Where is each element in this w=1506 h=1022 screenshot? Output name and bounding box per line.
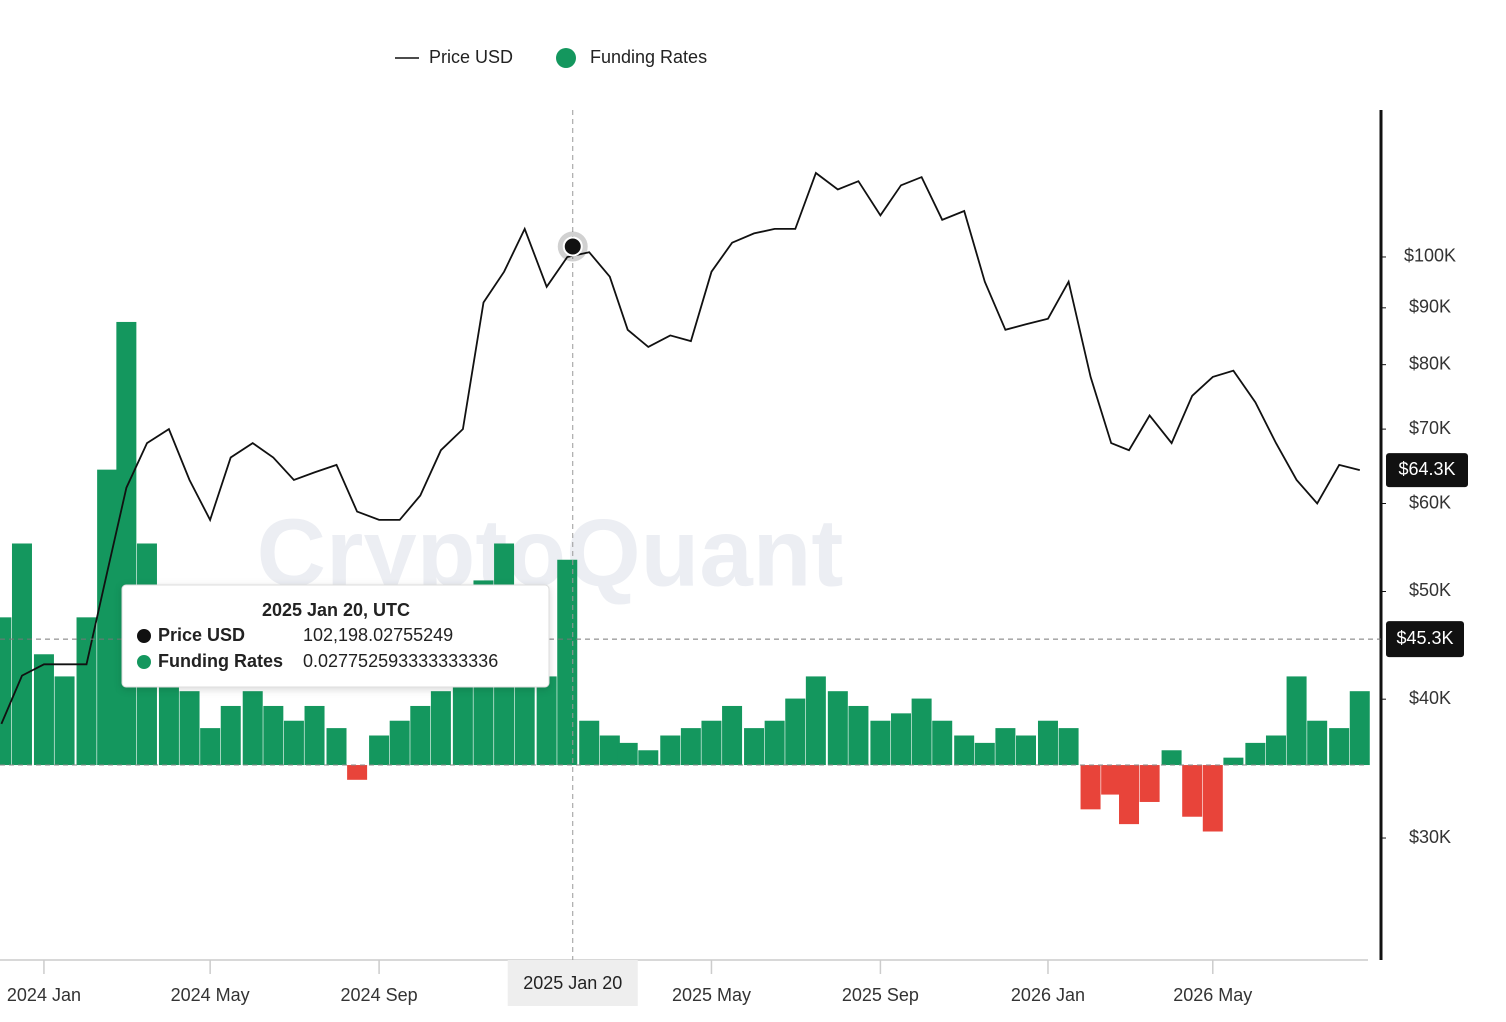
hover-dot	[562, 236, 583, 257]
tooltip-name: Price USD	[158, 625, 245, 645]
funding-bar	[283, 720, 304, 766]
funding-bar	[617, 742, 638, 766]
funding-bar	[263, 705, 284, 766]
funding-bar	[11, 543, 32, 766]
funding-bar	[891, 713, 912, 766]
y-tick-label: $30K	[1409, 827, 1451, 847]
tooltip-dot	[137, 655, 151, 669]
y-tick-label: $60K	[1409, 492, 1451, 512]
funding-bar	[911, 698, 932, 766]
x-tick-label: 2024 Jan	[7, 985, 81, 1005]
last-price-badge	[1386, 453, 1468, 488]
funding-bar	[974, 742, 995, 766]
funding-bar	[954, 735, 975, 766]
legend-label: Price USD	[429, 47, 513, 67]
funding-bar	[220, 705, 241, 766]
funding-bar	[1182, 765, 1203, 817]
tooltip-name: Funding Rates	[158, 651, 283, 671]
funding-bar	[805, 676, 826, 766]
funding-bar	[557, 559, 578, 766]
funding-bar	[785, 698, 806, 766]
crosshair-y-badge	[1386, 621, 1464, 658]
funding-bar	[0, 617, 12, 766]
y-tick-label: $100K	[1404, 246, 1456, 266]
funding-bar	[1265, 735, 1286, 766]
x-tick-label: 2024 Sep	[341, 985, 418, 1005]
funding-bar	[1139, 765, 1160, 802]
crosshair-x-badge	[507, 960, 638, 1006]
funding-bar	[347, 765, 368, 780]
tooltip-box	[121, 584, 550, 688]
funding-bar	[1119, 765, 1140, 825]
price-line	[0, 171, 1361, 725]
funding-bar	[764, 720, 785, 766]
funding-bar	[1016, 735, 1036, 766]
funding-bar	[76, 617, 97, 766]
y-tick-label: $40K	[1409, 688, 1451, 708]
funding-bar	[200, 728, 221, 766]
x-tick-label: 2025 Sep	[842, 985, 919, 1005]
crosshair-x-label: 2025 Jan 20	[523, 973, 622, 993]
funding-bar	[33, 654, 54, 766]
funding-bar	[536, 676, 557, 766]
funding-bar	[304, 705, 325, 766]
funding-bar	[116, 321, 137, 766]
x-tick-label: 2026 May	[1173, 985, 1252, 1005]
funding-bar	[1037, 720, 1058, 766]
crosshair-y-label: $45.3K	[1396, 628, 1453, 648]
tooltip-value: 0.027752593333333336	[303, 651, 498, 671]
y-tick-label: $80K	[1409, 353, 1451, 373]
funding-bar	[1286, 676, 1307, 766]
funding-bar	[995, 728, 1016, 766]
funding-bar	[680, 728, 701, 766]
funding-bar	[599, 735, 620, 766]
funding-bar	[1058, 728, 1079, 766]
funding-bar	[1101, 765, 1122, 795]
funding-bar	[389, 720, 410, 766]
funding-bar	[1329, 728, 1350, 766]
tooltip-dot	[137, 629, 151, 643]
funding-bar	[410, 705, 431, 766]
y-tick-label: $90K	[1409, 297, 1451, 317]
funding-bar	[54, 676, 75, 766]
funding-bar	[1307, 720, 1328, 766]
x-tick-label: 2026 Jan	[1011, 985, 1085, 1005]
x-tick-label: 2025 May	[672, 985, 751, 1005]
funding-bar	[430, 691, 451, 766]
funding-bar	[744, 728, 765, 766]
funding-bar	[579, 720, 600, 766]
funding-bar	[827, 691, 848, 766]
funding-bar	[870, 720, 891, 766]
legend-label: Funding Rates	[590, 47, 707, 67]
funding-bar	[1161, 750, 1182, 766]
funding-bar	[326, 728, 347, 766]
last-price-label: $64.3K	[1398, 459, 1455, 479]
legend-swatch	[556, 48, 576, 68]
funding-bar	[1349, 691, 1370, 766]
funding-bar	[1080, 765, 1101, 810]
tooltip-title: 2025 Jan 20, UTC	[262, 600, 410, 620]
tooltip-value: 102,198.02755249	[303, 625, 453, 645]
funding-bar	[660, 735, 681, 766]
funding-bar	[369, 735, 390, 766]
funding-bar	[452, 676, 473, 766]
funding-bar	[722, 705, 743, 766]
funding-bar	[97, 469, 118, 766]
funding-bar	[932, 720, 953, 766]
funding-bar	[242, 691, 263, 766]
funding-bar	[848, 705, 869, 766]
funding-bar	[638, 750, 659, 766]
funding-bar	[1202, 765, 1223, 832]
funding-bar	[701, 720, 722, 766]
funding-bar	[1223, 757, 1244, 766]
funding-bar	[1245, 742, 1266, 766]
x-tick-label: 2024 May	[171, 985, 250, 1005]
y-tick-label: $70K	[1409, 418, 1451, 438]
funding-bar	[179, 691, 200, 766]
y-tick-label: $50K	[1409, 580, 1451, 600]
